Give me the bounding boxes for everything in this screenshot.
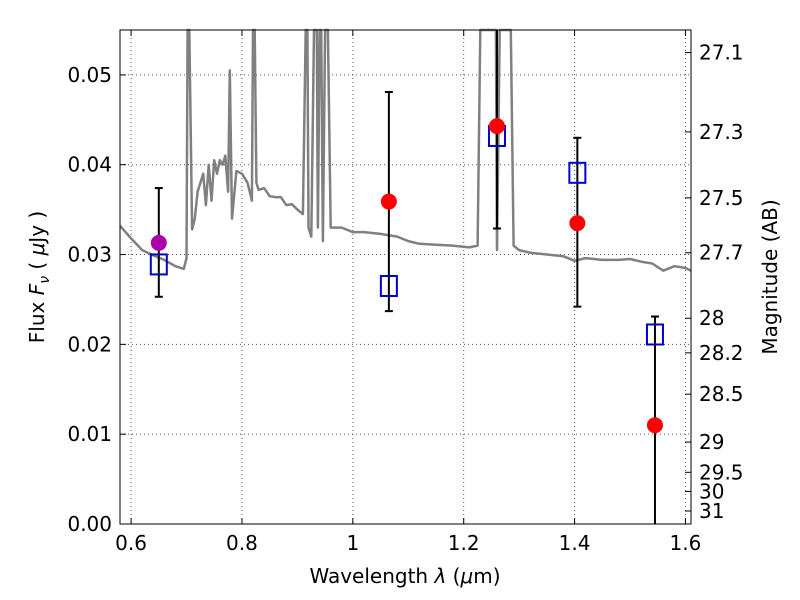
x-tick-label: 1 [346, 531, 359, 555]
x-axis-label: Wavelength λ (μm) [309, 564, 500, 588]
mag-tick-label: 27.1 [699, 41, 744, 65]
mag-tick-label: 29.5 [699, 460, 744, 484]
x-tick-label: 1.6 [670, 531, 702, 555]
model-point [379, 274, 398, 297]
mag-tick-label: 28.5 [699, 382, 744, 406]
mag-tick-label: 27.5 [699, 186, 744, 210]
y-tick-label: 0.05 [67, 63, 112, 87]
observed-point [150, 234, 167, 251]
sed-spectrum-line [119, 28, 692, 272]
grid-layer [120, 30, 691, 525]
y-tick-label: 0.00 [67, 512, 112, 536]
model-point [149, 253, 168, 276]
observed-point [380, 193, 397, 210]
observed-point [488, 118, 505, 135]
y-tick-label: 0.04 [67, 153, 112, 177]
mag-tick-label: 28.2 [699, 341, 744, 365]
y-axis-label: Flux Fν ( μJy ) [25, 211, 53, 343]
mag-tick-label: 31 [699, 499, 724, 523]
mag-tick-label: 30 [699, 479, 724, 503]
y-tick-label: 0.03 [67, 243, 112, 267]
mag-tick-label: 29 [699, 430, 724, 454]
x-tick-label: 0.8 [226, 531, 258, 555]
plot-frame [119, 29, 692, 525]
points-layer [149, 118, 664, 434]
mag-tick-label: 27.3 [699, 120, 744, 144]
x-tick-label: 1.4 [559, 531, 591, 555]
model-point [645, 323, 664, 346]
mag-tick-label: 28 [699, 306, 724, 330]
y-tick-label: 0.01 [67, 422, 112, 446]
y-tick-label: 0.02 [67, 332, 112, 356]
observed-point [569, 215, 586, 232]
mag-tick-label: 27.7 [699, 241, 744, 265]
x-tick-label: 1.2 [448, 531, 480, 555]
x-tick-label: 0.6 [115, 531, 147, 555]
model-point [568, 161, 587, 184]
observed-point [646, 417, 663, 434]
sed-spectrum-layer [119, 28, 692, 272]
right-axis-label: Magnitude (AB) [758, 199, 782, 354]
ticks-layer: 0.6 0.8 1 1.2 1.4 1.6 0.00 0.01 0.02 0.03 0.04 0.05… [67, 30, 744, 555]
